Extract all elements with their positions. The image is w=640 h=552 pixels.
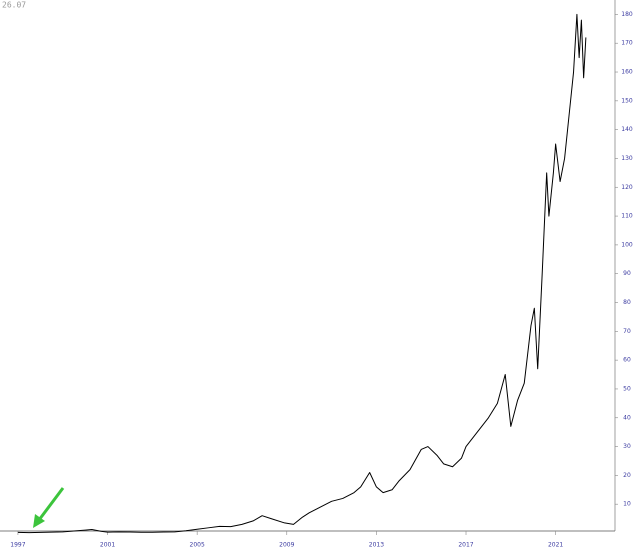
y-tick-label: 30: [623, 443, 631, 450]
x-tick-label: 1997: [10, 542, 25, 549]
x-tick-label: 2013: [369, 542, 384, 549]
x-tick-label: 2017: [458, 542, 473, 549]
x-tick-label: 2005: [190, 542, 205, 549]
arrow: [33, 487, 65, 528]
y-tick-label: 50: [623, 385, 631, 392]
y-tick-label: 20: [623, 472, 631, 479]
y-tick-label: 130: [621, 155, 633, 162]
y-tick-label: 100: [621, 241, 633, 248]
y-tick-label: 140: [621, 126, 633, 133]
y-tick-label: 160: [621, 69, 633, 76]
price-label: 26.07: [2, 1, 26, 10]
y-tick-label: 170: [621, 40, 633, 47]
price-line: [17, 13, 587, 534]
y-tick-label: 120: [621, 184, 633, 191]
x-tick-label: 2001: [100, 542, 115, 549]
x-tick-label: 2009: [279, 542, 294, 549]
y-tick-label: 150: [621, 97, 633, 104]
y-tick-label: 70: [623, 328, 631, 335]
y-tick-label: 110: [621, 213, 633, 220]
y-tick-label: 90: [623, 270, 631, 277]
y-tick-label: 10: [623, 501, 631, 508]
y-tick-label: 60: [623, 357, 631, 364]
y-tick-label: 80: [623, 299, 631, 306]
y-tick-label: 180: [621, 11, 633, 18]
y-tick-label: 40: [623, 414, 631, 421]
x-tick-label: 2021: [548, 542, 563, 549]
